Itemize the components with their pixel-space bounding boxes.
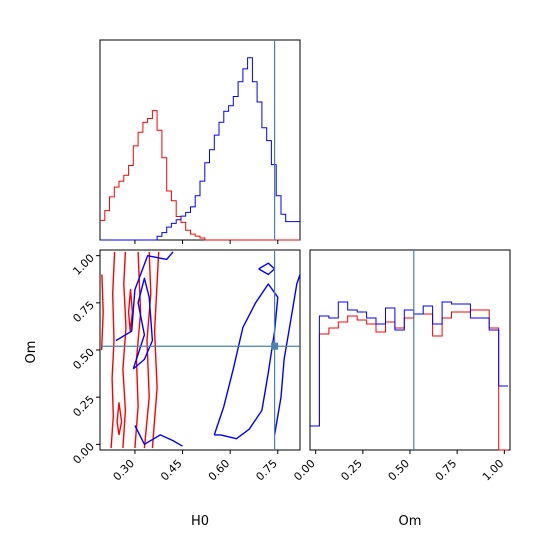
- red-contour-line: [116, 402, 123, 436]
- red-contour-line: [110, 251, 116, 449]
- h0-histogram-panel: [99, 39, 301, 244]
- truth-marker: [271, 342, 279, 350]
- blue-contour-line: [132, 277, 154, 370]
- x-axis-label-h0: H0: [191, 514, 209, 529]
- y-axis-label-om: Om: [24, 341, 39, 364]
- blue-contour-line: [213, 283, 279, 440]
- blue-contour-line: [273, 274, 301, 436]
- red-contour-line: [100, 274, 104, 351]
- x-axis-label-om: Om: [399, 514, 422, 529]
- red-contour-line: [143, 251, 152, 449]
- h0-histogram-frame: [99, 39, 301, 241]
- blue-contour-line: [134, 425, 183, 447]
- blue-contour-line: [115, 251, 174, 342]
- h0-histogram-blue: [100, 57, 300, 241]
- h0-histogram-red: [100, 110, 300, 241]
- om-histogram-blue: [310, 301, 509, 427]
- red-contour-line: [127, 288, 134, 332]
- red-contour-line: [151, 251, 160, 449]
- red-contour-line: [122, 251, 127, 449]
